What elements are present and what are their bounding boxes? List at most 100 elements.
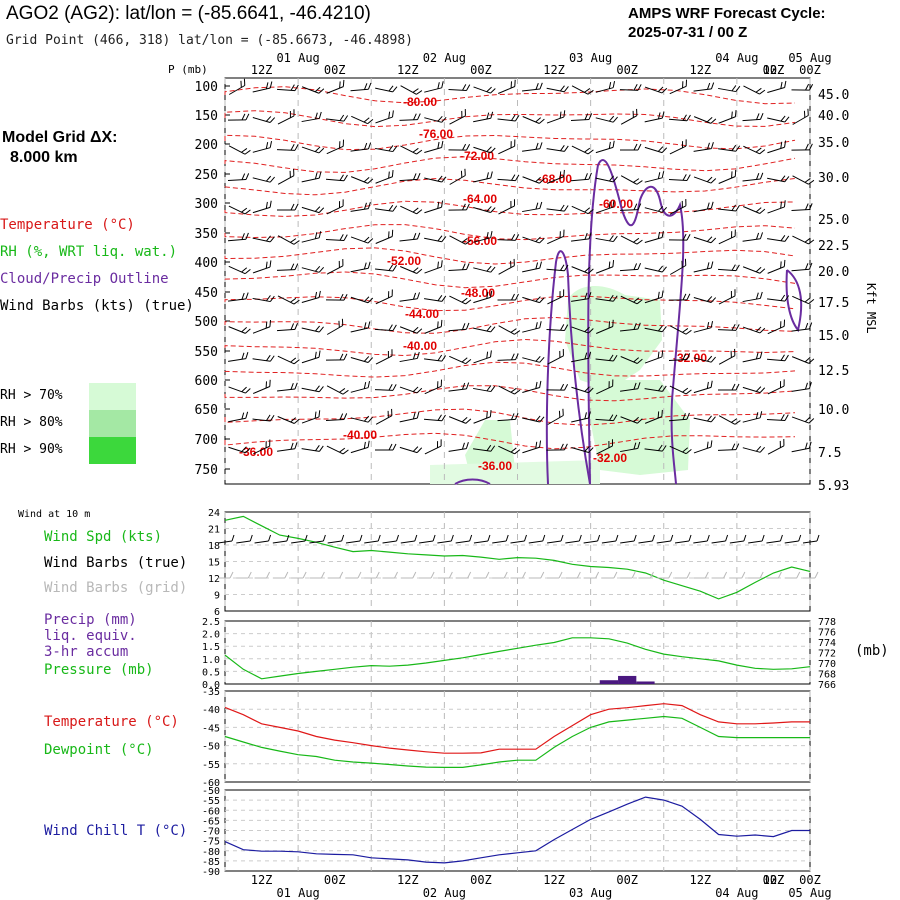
wind-barb [498,325,521,335]
wind-barb [742,351,763,363]
wind-barb [424,140,444,153]
wind-barb [277,235,300,245]
wind-barb [399,232,421,242]
wind-barb [375,349,393,365]
temperature-contour [224,224,796,241]
wind-barb [693,116,717,124]
wind-barb-true-flag [725,534,729,542]
precip-label-2: liq. equiv. [44,628,137,644]
wind-barb [228,292,249,302]
pressure-tick-label: 350 [195,227,218,242]
wind-barb [399,351,420,363]
wind-barb [570,113,593,121]
forecast-cycle-label: AMPS WRF Forecast Cycle: [628,5,826,22]
wind-barb [669,258,687,275]
top-hour-label: 00Z [470,63,492,77]
wind-barb [473,206,496,213]
wind-barb-true [601,540,616,544]
precip-ytick-label: 0.5 [202,667,220,678]
wind-barb [767,140,787,154]
wind-barb [522,176,545,184]
wind-barb [522,201,543,213]
wind-barb [668,174,691,181]
wind-barb [571,386,594,394]
pressure-ytick-label: 776 [818,628,836,639]
wind-barb [546,145,569,152]
wind-barb [718,348,736,365]
wind-barb [252,295,275,303]
wind-barb [791,382,812,392]
wind-barb [595,140,615,154]
wind-barb [717,443,740,451]
rh-region-70-base [430,460,600,484]
wind-barb [399,446,423,454]
wind-barb [570,172,592,182]
windchill-ytick-label: -70 [202,827,220,838]
wind-barb [326,114,349,122]
wind-barb [571,85,594,95]
wind-barb-grid-flag [704,571,709,579]
height-tick-label: 30.0 [818,171,849,186]
temperature-contour [224,361,796,378]
precip-ytick-label: 2.0 [202,630,220,641]
wind-barb [669,445,692,455]
wind-barb [791,441,812,453]
wind-barb-grid-flag [229,571,234,579]
wind-barb [791,83,814,91]
wind-barb [498,199,516,215]
wind-barb-grid-flag [814,571,819,579]
wind-barb [252,200,272,214]
wind-barb [742,266,766,274]
wind-barb [693,261,714,273]
pressure-tick-label: 250 [195,168,218,183]
wind-barb-grid-flag [540,571,545,579]
wind-barb [620,441,641,453]
wind-barb-true [766,540,781,544]
wind-barb [767,80,787,93]
temperature-contour-label: -40.00 [403,339,437,353]
height-tick-label: 35.0 [818,136,849,151]
wind-barb [400,85,423,95]
height-tick-label: 12.5 [818,364,849,379]
wind-barb [644,171,665,183]
wind-barb [400,205,423,215]
wind-barb [596,379,614,395]
wind-barb [301,86,325,94]
wind-barb [767,439,785,455]
wind-barb [276,382,298,392]
wind-barb [301,325,324,333]
wind-barb [595,260,615,274]
legend-cloud: Cloud/Precip Outline [0,271,169,287]
wind-barb-true [345,540,361,544]
wind-barb-grid-flag [741,571,746,579]
wind-barb-grid-flag [266,571,271,579]
wind-barb [497,412,519,422]
wind-barb [571,411,591,423]
wind-barb-true-flag [505,534,509,542]
wind-barb [301,206,325,214]
wind-barb [449,295,472,305]
wind-barb [301,350,321,364]
wind-barb [253,379,271,394]
wind-barb-grid-flag [412,571,417,579]
wind-barb [350,82,372,92]
wind-barb-grid-flag [796,571,801,579]
wind-barb [595,175,618,183]
wind-barb [595,80,616,93]
wind-speed-line [224,515,811,600]
wind-barb [227,232,249,242]
wind-barb [743,206,766,214]
wind-barb-grid-flag [320,571,325,579]
wind-barb-true-flag [322,534,326,542]
wind-barb [277,203,299,211]
wind-barb [619,84,642,91]
wind-barb-true-flag [615,534,619,542]
wind-barb [766,414,789,421]
wind-barb [718,415,741,425]
wind-barb [374,384,397,391]
wind-barb [693,236,717,244]
wind-barb [767,294,790,302]
bottom-hour-label: 12Z [397,873,419,887]
wind-barb [350,176,374,184]
rh90-label: RH > 90% [0,442,63,457]
